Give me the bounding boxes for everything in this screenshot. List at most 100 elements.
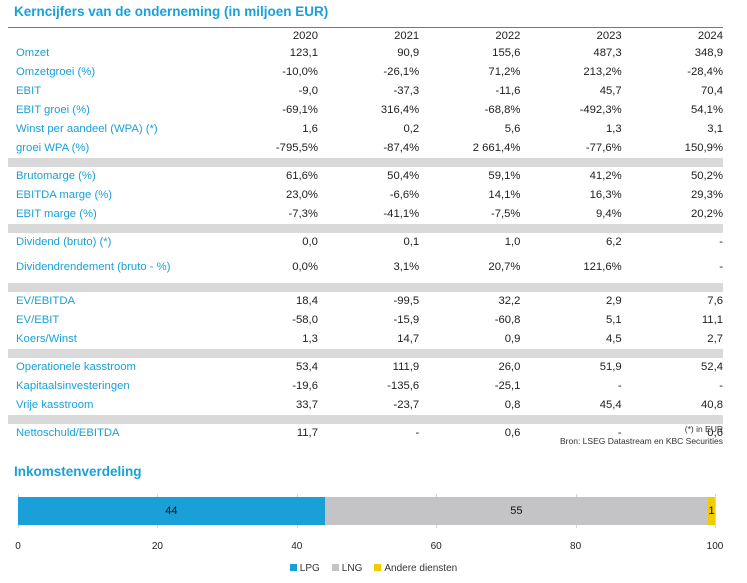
value-cell: 23,0% xyxy=(217,186,318,205)
value-cell: -28,4% xyxy=(622,63,723,82)
value-cell: 2 661,4% xyxy=(419,139,520,158)
value-cell: -15,9 xyxy=(318,311,419,330)
value-cell: -99,5 xyxy=(318,292,419,311)
value-cell: -69,1% xyxy=(217,101,318,120)
chart-title: Inkomstenverdeling xyxy=(14,464,142,479)
value-cell: -7,3% xyxy=(217,205,318,224)
x-tick-label: 100 xyxy=(707,541,724,552)
value-cell: -68,8% xyxy=(419,101,520,120)
value-cell: 3,1 xyxy=(622,120,723,139)
x-tick-label: 60 xyxy=(431,541,442,552)
table-row: EBIT groei (%) -69,1% 316,4% -68,8% -492,3% 5… xyxy=(8,101,723,120)
value-cell: 11,1 xyxy=(622,311,723,330)
value-cell: 1,0 xyxy=(419,233,520,252)
table-row: EV/EBITDA 18,4 -99,5 32,2 2,9 7,6 xyxy=(8,292,723,311)
value-cell: -23,7 xyxy=(318,396,419,415)
row-label: Koers/Winst xyxy=(8,330,217,349)
value-cell: -58,0 xyxy=(217,311,318,330)
value-cell: 123,1 xyxy=(217,44,318,63)
value-cell: -25,1 xyxy=(419,377,520,396)
value-cell: 41,2% xyxy=(520,167,621,186)
value-cell: 1,6 xyxy=(217,120,318,139)
value-cell: 1,3 xyxy=(520,120,621,139)
value-cell: 0,2 xyxy=(318,120,419,139)
table-row: Winst per aandeel (WPA) (*) 1,6 0,2 5,6 1,3 3… xyxy=(8,120,723,139)
chart-legend: LPG LNG Andere diensten xyxy=(0,563,747,574)
value-cell: 150,9% xyxy=(622,139,723,158)
stacked-bar: 44 55 1 xyxy=(18,497,715,525)
x-tick-label: 40 xyxy=(291,541,302,552)
value-cell: 50,2% xyxy=(622,167,723,186)
value-cell: 33,7 xyxy=(217,396,318,415)
row-label: EBIT xyxy=(8,82,217,101)
table-row: Dividend (bruto) (*) 0,0 0,1 1,0 6,2- xyxy=(8,233,723,252)
value-cell: 5,6 xyxy=(419,120,520,139)
value-cell: - xyxy=(622,233,723,252)
legend-item: LNG xyxy=(332,563,363,574)
value-cell: 0,0 xyxy=(217,233,318,252)
legend-swatch xyxy=(332,564,339,571)
table-row: Vrije kasstroom 33,7 -23,7 0,8 45,4 40,8 xyxy=(8,396,723,415)
value-cell: 487,3 xyxy=(520,44,621,63)
value-cell: 45,7 xyxy=(520,82,621,101)
data-label: 44 xyxy=(165,505,177,517)
value-cell: 26,0 xyxy=(419,358,520,377)
key-figures-table: 2020 2021 2022 2023 2024 Omzet 123,1 90,9 1… xyxy=(8,28,723,443)
value-cell: -60,8 xyxy=(419,311,520,330)
row-label: groei WPA (%) xyxy=(8,139,217,158)
value-cell: -26,1% xyxy=(318,63,419,82)
row-label: Dividendrendement (bruto - %) xyxy=(8,252,217,283)
value-cell: - xyxy=(622,377,723,396)
value-cell: 3,1% xyxy=(318,252,419,283)
year-header: 2021 xyxy=(318,28,419,44)
row-label: Vrije kasstroom xyxy=(8,396,217,415)
value-cell: 53,4 xyxy=(217,358,318,377)
year-header: 2020 xyxy=(217,28,318,44)
table-row: Omzet 123,1 90,9 155,6 487,3 348,9 xyxy=(8,44,723,63)
row-label: EBITDA marge (%) xyxy=(8,186,217,205)
value-cell: - xyxy=(520,377,621,396)
value-cell: 11,7 xyxy=(217,424,318,443)
group-separator xyxy=(8,283,723,293)
value-cell: 0,6 xyxy=(419,424,520,443)
value-cell: 111,9 xyxy=(318,358,419,377)
header-label-cell xyxy=(8,28,217,44)
separator-cell xyxy=(8,283,723,293)
row-label: EBIT marge (%) xyxy=(8,205,217,224)
row-label: Dividend (bruto) (*) xyxy=(8,233,217,252)
value-cell: 0,9 xyxy=(419,330,520,349)
value-cell: 16,3% xyxy=(520,186,621,205)
value-cell: -37,3 xyxy=(318,82,419,101)
value-cell: -87,4% xyxy=(318,139,419,158)
value-cell: 59,1% xyxy=(419,167,520,186)
legend-swatch xyxy=(374,564,381,571)
value-cell: 70,4 xyxy=(622,82,723,101)
table-row: Kapitaalsinvesteringen -19,6 -135,6 -25,1- - xyxy=(8,377,723,396)
value-cell: 9,4% xyxy=(520,205,621,224)
value-cell: 1,3 xyxy=(217,330,318,349)
separator-cell xyxy=(8,349,723,359)
legend-label: LPG xyxy=(300,563,320,574)
row-label: EV/EBITDA xyxy=(8,292,217,311)
value-cell: 14,7 xyxy=(318,330,419,349)
table-row: Dividendrendement (bruto - %) 0,0% 3,1% 20,… xyxy=(8,252,723,283)
value-cell: 0,1 xyxy=(318,233,419,252)
separator-cell xyxy=(8,415,723,425)
row-label: Operationele kasstroom xyxy=(8,358,217,377)
row-label: Omzet xyxy=(8,44,217,63)
value-cell: 32,2 xyxy=(419,292,520,311)
value-cell: -492,3% xyxy=(520,101,621,120)
x-tick-label: 80 xyxy=(570,541,581,552)
value-cell: 90,9 xyxy=(318,44,419,63)
value-cell: -6,6% xyxy=(318,186,419,205)
table-row: EV/EBIT -58,0 -15,9 -60,8 5,1 11,1 xyxy=(8,311,723,330)
value-cell: 61,6% xyxy=(217,167,318,186)
separator-cell xyxy=(8,224,723,234)
legend-item: LPG xyxy=(290,563,320,574)
bar-segment-lpg: 44 xyxy=(18,497,325,525)
value-cell: 2,7 xyxy=(622,330,723,349)
separator-cell xyxy=(8,158,723,168)
group-separator xyxy=(8,415,723,425)
year-header: 2024 xyxy=(622,28,723,44)
value-cell: 20,2% xyxy=(622,205,723,224)
